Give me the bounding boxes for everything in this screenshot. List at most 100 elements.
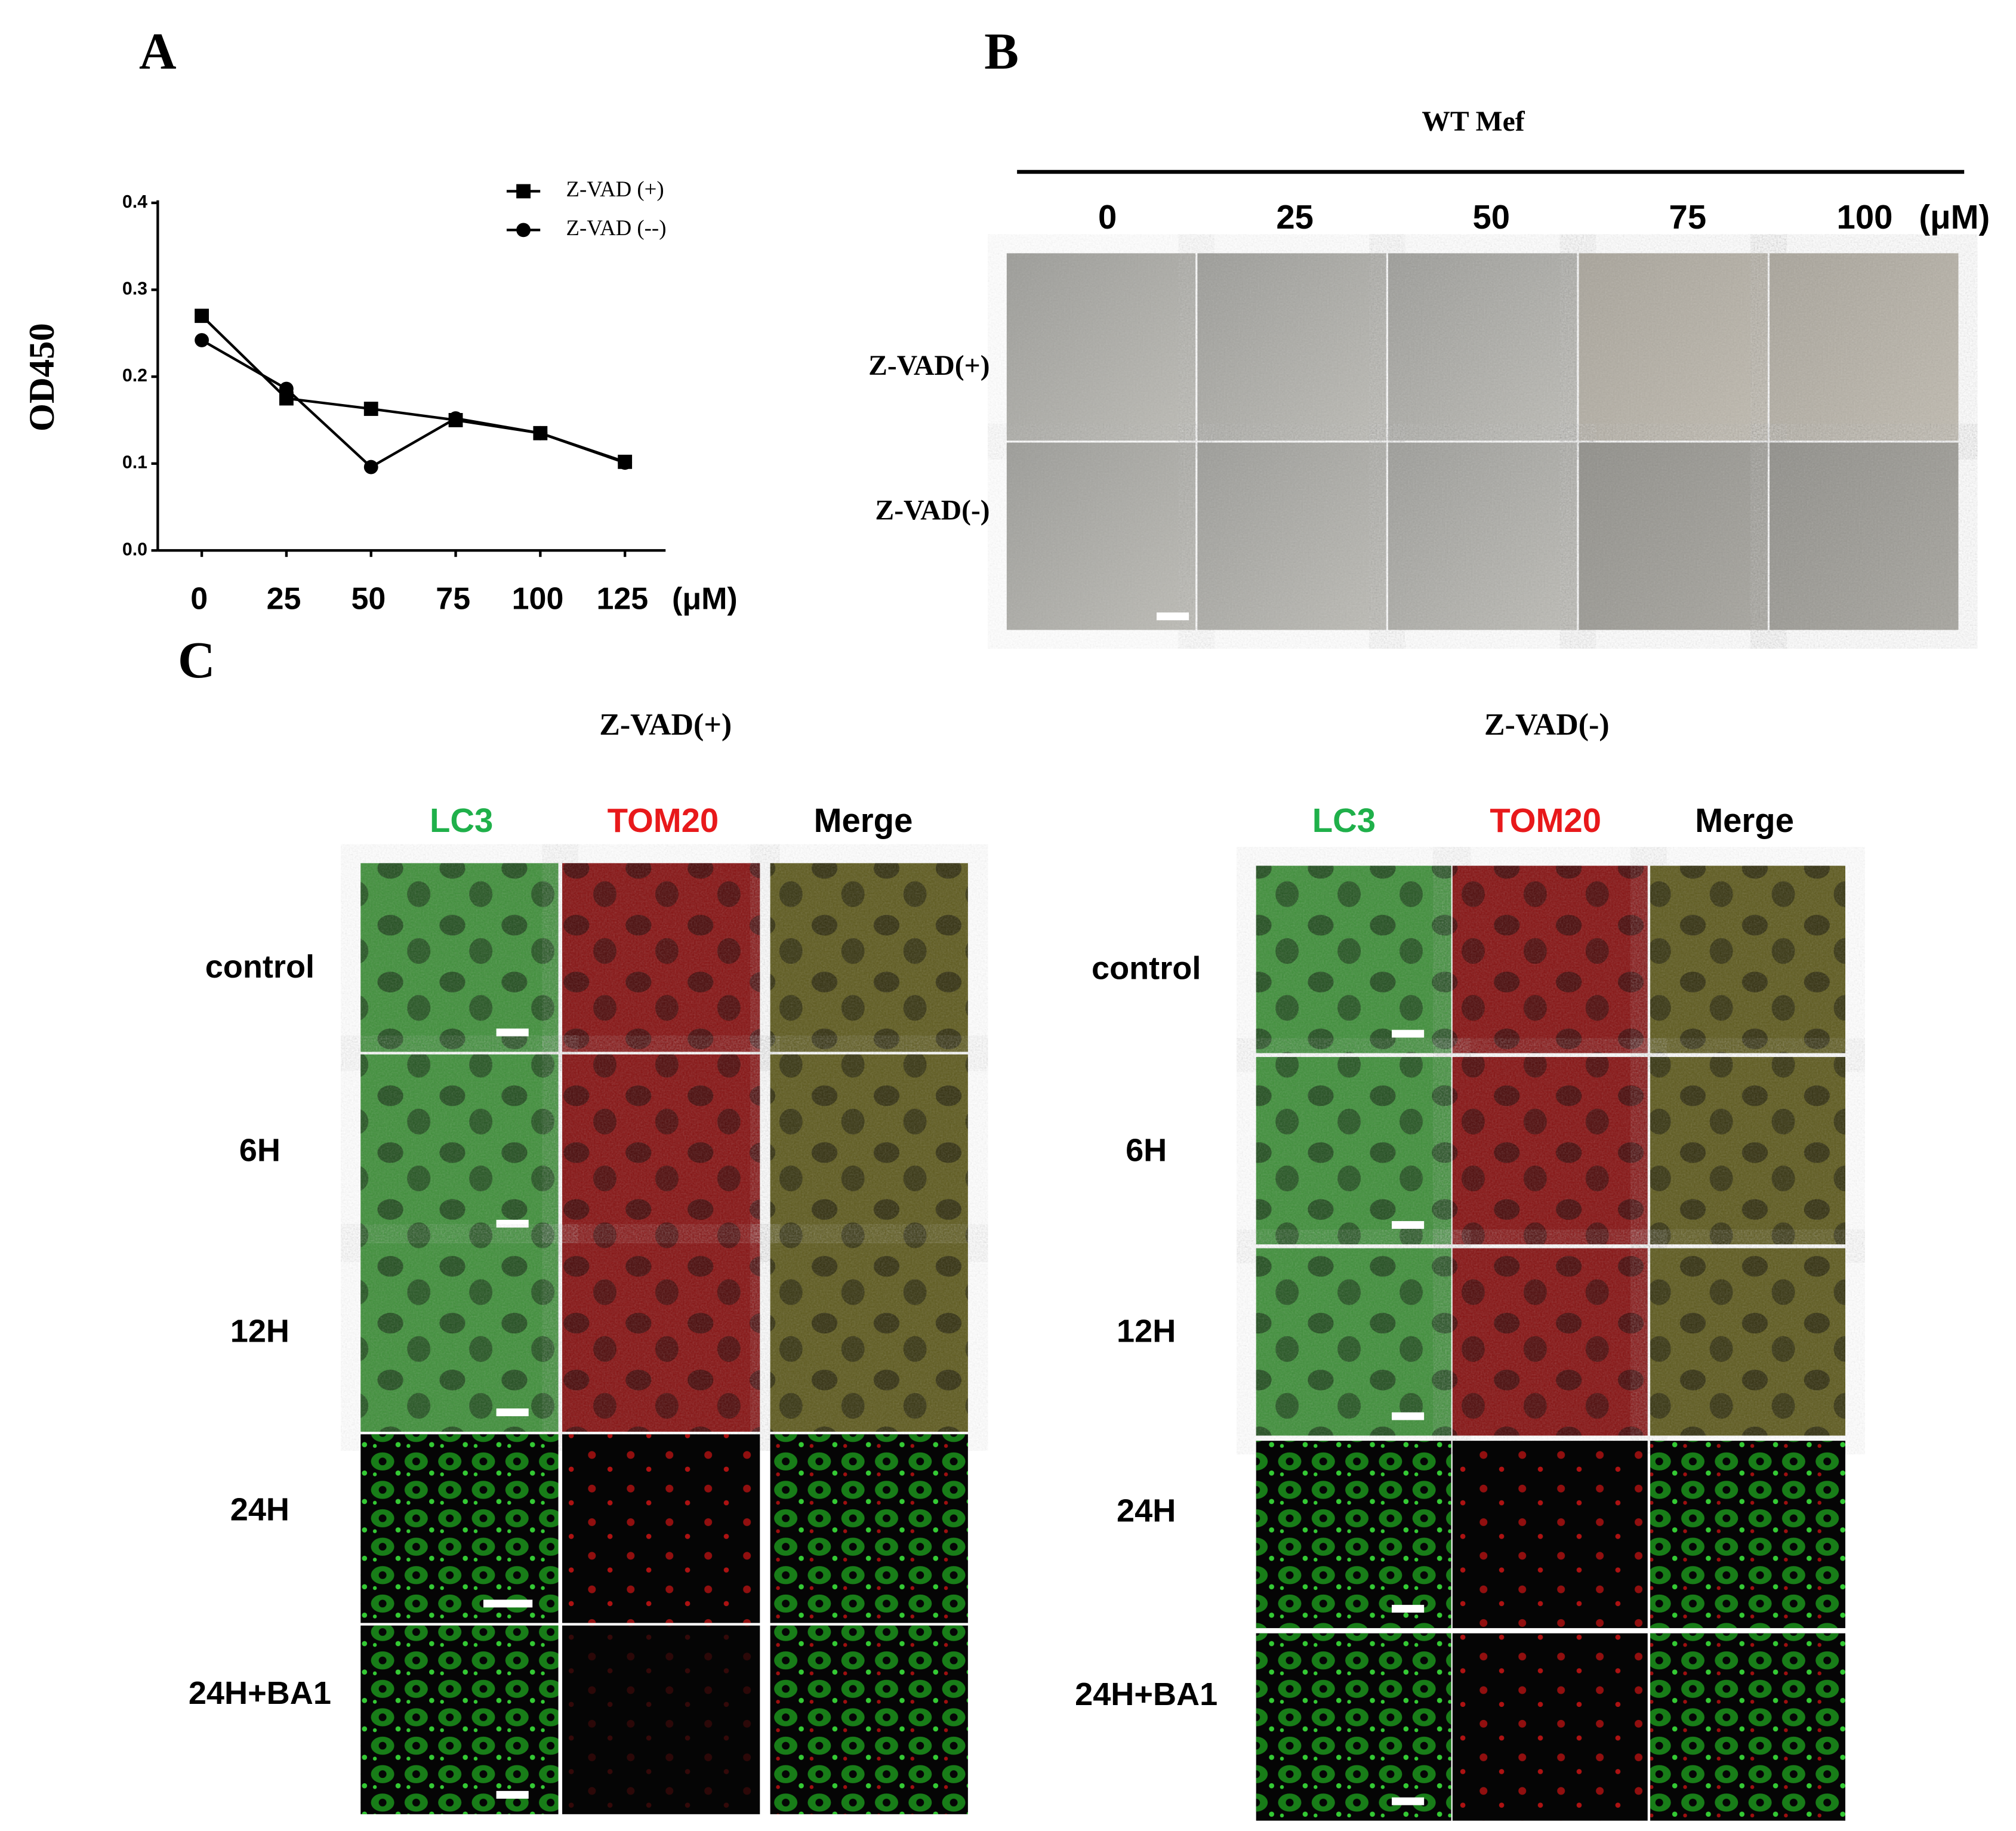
micrograph-texture bbox=[1452, 865, 1648, 1053]
image-texture bbox=[1006, 253, 1196, 441]
micrograph-texture bbox=[360, 863, 559, 1052]
legend-marker bbox=[516, 184, 531, 199]
image-texture bbox=[1197, 253, 1386, 441]
image-texture bbox=[1197, 442, 1386, 630]
column-label: 50 bbox=[1472, 198, 1510, 236]
x-tick-label: 125 bbox=[596, 582, 648, 617]
scale-bar bbox=[483, 1599, 533, 1608]
row-label: control bbox=[1092, 950, 1201, 986]
image-tint bbox=[1770, 442, 1959, 630]
micrograph-texture bbox=[1452, 1248, 1648, 1436]
micrograph-signal bbox=[562, 1625, 760, 1814]
scale-bar bbox=[496, 1219, 529, 1228]
x-tick-label: 100 bbox=[512, 582, 564, 617]
micrograph-signal bbox=[1256, 1633, 1451, 1821]
point bbox=[363, 460, 378, 474]
legend-label: Z-VAD (--) bbox=[566, 215, 667, 240]
micrograph-signal bbox=[562, 1434, 760, 1623]
micrograph-signal bbox=[1452, 1441, 1648, 1629]
image-texture bbox=[1770, 253, 1959, 441]
y-axis-label: OD450 bbox=[22, 323, 62, 431]
x-tick-label: 0 bbox=[190, 582, 208, 617]
channel-label: LC3 bbox=[430, 802, 493, 839]
column-label: 0 bbox=[1098, 198, 1117, 236]
x-tick-label: 50 bbox=[351, 582, 386, 617]
scale-bar bbox=[1392, 1221, 1425, 1229]
channel-label: TOM20 bbox=[608, 802, 719, 839]
scale-bar bbox=[496, 1408, 529, 1416]
micrograph-texture bbox=[770, 1054, 968, 1243]
micrograph-texture bbox=[562, 1054, 760, 1243]
scale-bar bbox=[1392, 1029, 1425, 1038]
row-label: 6H bbox=[1126, 1133, 1167, 1169]
row-label: 12H bbox=[1117, 1314, 1176, 1349]
micrograph-texture bbox=[360, 1054, 559, 1243]
micrograph-texture bbox=[1650, 1057, 1846, 1245]
image-tint bbox=[1579, 442, 1768, 630]
panel-label: A bbox=[139, 23, 177, 80]
column-label: 25 bbox=[1276, 198, 1314, 236]
micrograph-texture bbox=[770, 863, 968, 1052]
micrograph-texture bbox=[360, 1243, 559, 1432]
column-label: 75 bbox=[1669, 198, 1707, 236]
panel-label: B bbox=[984, 23, 1019, 80]
y-tick-label: 0.4 bbox=[122, 192, 147, 212]
row-label: 24H bbox=[230, 1492, 289, 1528]
unit-label: (μM) bbox=[1919, 198, 1990, 236]
line bbox=[201, 339, 625, 469]
channel-label: Merge bbox=[814, 802, 913, 839]
x-tick-label: 25 bbox=[267, 582, 301, 617]
point bbox=[279, 381, 294, 396]
point bbox=[195, 309, 209, 323]
image-texture bbox=[1388, 442, 1577, 630]
legend-label: Z-VAD (+) bbox=[566, 177, 664, 201]
image-texture bbox=[1770, 442, 1959, 630]
channel-label: LC3 bbox=[1312, 802, 1376, 839]
group-title: Z-VAD(-) bbox=[1484, 708, 1610, 742]
row-label: 6H bbox=[239, 1133, 280, 1169]
image-texture bbox=[1006, 442, 1196, 630]
image-texture bbox=[1388, 253, 1577, 441]
micrograph-texture bbox=[1650, 1248, 1846, 1436]
panel-title: WT Mef bbox=[1422, 106, 1525, 137]
point bbox=[448, 411, 463, 426]
x-tick-label: 75 bbox=[436, 582, 470, 617]
image-texture bbox=[1579, 253, 1768, 441]
column-label: 100 bbox=[1837, 198, 1893, 236]
row-label: control bbox=[205, 949, 315, 985]
scale-bar bbox=[496, 1028, 529, 1037]
row-label: 24H+BA1 bbox=[1075, 1676, 1217, 1712]
micrograph-signal bbox=[770, 1625, 968, 1814]
image-texture bbox=[1579, 442, 1768, 630]
y-tick-label: 0.3 bbox=[122, 279, 147, 299]
channel-label: TOM20 bbox=[1490, 802, 1601, 839]
micrograph-signal bbox=[1650, 1633, 1846, 1821]
legend-marker bbox=[516, 223, 531, 238]
point bbox=[618, 455, 633, 470]
row-label: 12H bbox=[230, 1314, 289, 1349]
micrograph-texture bbox=[1256, 865, 1451, 1053]
micrograph-signal bbox=[1650, 1441, 1846, 1629]
scale-bar bbox=[1392, 1797, 1425, 1805]
micrograph-signal bbox=[360, 1434, 559, 1623]
image-tint bbox=[1770, 253, 1959, 441]
scale-bar bbox=[496, 1790, 529, 1799]
micrograph-texture bbox=[562, 863, 760, 1052]
channel-label: Merge bbox=[1695, 802, 1794, 839]
point bbox=[195, 333, 209, 347]
x-axis-label: (μM) bbox=[672, 582, 738, 617]
row-label: 24H bbox=[1117, 1493, 1176, 1529]
y-tick-label: 0.0 bbox=[122, 540, 147, 559]
scale-bar bbox=[1392, 1605, 1425, 1613]
micrograph-texture bbox=[770, 1243, 968, 1432]
micrograph-texture bbox=[562, 1243, 760, 1432]
micrograph-signal bbox=[770, 1434, 968, 1623]
micrograph-texture bbox=[1650, 865, 1846, 1053]
micrograph-signal bbox=[1256, 1441, 1451, 1629]
scale-bar bbox=[1392, 1412, 1425, 1420]
group-title: Z-VAD(+) bbox=[599, 708, 732, 742]
y-tick-label: 0.1 bbox=[122, 453, 147, 473]
micrograph-signal bbox=[1452, 1633, 1648, 1821]
